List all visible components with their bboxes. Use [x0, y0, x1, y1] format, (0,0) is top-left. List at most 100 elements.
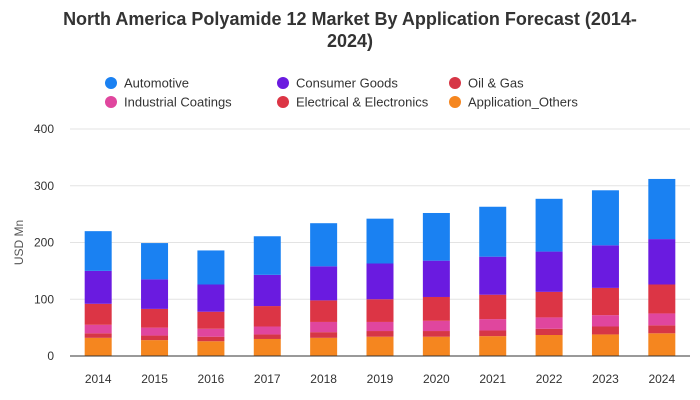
x-tick-label: 2023	[592, 372, 619, 386]
bar-segment-oil-gas[interactable]	[591, 326, 619, 335]
y-tick-label: 100	[34, 292, 54, 306]
x-tick-label: 2014	[85, 372, 112, 386]
bar-segment-industrial-coatings[interactable]	[253, 326, 281, 335]
bar-segment-consumer-goods[interactable]	[253, 274, 281, 307]
bar-segment-consumer-goods[interactable]	[422, 260, 450, 297]
x-tick-label: 2020	[423, 372, 450, 386]
bar-segment-electrical-electronics[interactable]	[84, 303, 112, 325]
bar-segment-industrial-coatings[interactable]	[197, 328, 225, 337]
bar-segment-electrical-electronics[interactable]	[591, 287, 619, 316]
legend-marker[interactable]	[277, 96, 289, 108]
chart-title-line-1: North America Polyamide 12 Market By App…	[63, 9, 637, 29]
bar-segment-industrial-coatings[interactable]	[84, 324, 112, 334]
x-tick-label: 2021	[479, 372, 506, 386]
bar-segment-application-others[interactable]	[197, 341, 225, 356]
x-tick-label: 2015	[141, 372, 168, 386]
bar-segment-application-others[interactable]	[535, 335, 563, 356]
bar-segment-consumer-goods[interactable]	[366, 263, 394, 300]
legend-marker[interactable]	[105, 96, 117, 108]
bar-segment-industrial-coatings[interactable]	[591, 315, 619, 327]
bar-segment-industrial-coatings[interactable]	[141, 327, 169, 336]
bar-segment-industrial-coatings[interactable]	[310, 321, 338, 333]
bar-segment-automotive[interactable]	[648, 178, 676, 240]
bar-segment-oil-gas[interactable]	[141, 335, 169, 341]
bar-segment-automotive[interactable]	[479, 206, 507, 257]
y-tick-label: 300	[34, 179, 54, 193]
y-tick-label: 200	[34, 236, 54, 250]
legend-marker[interactable]	[449, 96, 461, 108]
legend-marker[interactable]	[277, 77, 289, 89]
bar-segment-consumer-goods[interactable]	[197, 284, 225, 312]
bar-segment-oil-gas[interactable]	[310, 332, 338, 338]
x-tick-label: 2018	[310, 372, 337, 386]
x-tick-label: 2017	[254, 372, 281, 386]
legend-label[interactable]: Application_Others	[468, 95, 578, 110]
bar-segment-electrical-electronics[interactable]	[141, 308, 169, 328]
bar-segment-oil-gas[interactable]	[479, 330, 507, 337]
bar-segment-industrial-coatings[interactable]	[535, 317, 563, 329]
bar-segment-application-others[interactable]	[479, 336, 507, 356]
legend-label[interactable]: Oil & Gas	[468, 76, 524, 91]
bar-segment-application-others[interactable]	[310, 337, 338, 356]
bar-segment-oil-gas[interactable]	[648, 325, 676, 334]
bar-segment-electrical-electronics[interactable]	[535, 291, 563, 318]
bar-segment-consumer-goods[interactable]	[141, 279, 169, 309]
bar-segment-automotive[interactable]	[84, 231, 112, 271]
bar-segment-consumer-goods[interactable]	[535, 251, 563, 292]
bar-segment-automotive[interactable]	[197, 250, 225, 285]
bar-segment-application-others[interactable]	[253, 338, 281, 356]
bar-segment-consumer-goods[interactable]	[310, 266, 338, 301]
bar-segment-consumer-goods[interactable]	[84, 270, 112, 304]
y-axis-title: USD Mn	[12, 220, 26, 265]
bar-segment-consumer-goods[interactable]	[591, 245, 619, 288]
chart-title: North America Polyamide 12 Market By App…	[0, 8, 700, 52]
bar-segment-application-others[interactable]	[591, 334, 619, 356]
bar-segment-oil-gas[interactable]	[253, 334, 281, 339]
bar-segment-automotive[interactable]	[591, 190, 619, 246]
bar-segment-oil-gas[interactable]	[535, 328, 563, 336]
bar-segment-automotive[interactable]	[366, 218, 394, 264]
bar-segment-application-others[interactable]	[366, 336, 394, 356]
bar-segment-electrical-electronics[interactable]	[310, 300, 338, 322]
y-tick-label: 400	[34, 122, 54, 136]
bar-segment-application-others[interactable]	[422, 336, 450, 356]
legend-marker[interactable]	[105, 77, 117, 89]
x-tick-label: 2022	[536, 372, 563, 386]
bar-segment-automotive[interactable]	[310, 223, 338, 267]
legend-label[interactable]: Consumer Goods	[296, 76, 398, 91]
bar-segment-consumer-goods[interactable]	[479, 256, 507, 295]
bar-segment-industrial-coatings[interactable]	[648, 313, 676, 326]
legend-label[interactable]: Industrial Coatings	[124, 95, 232, 110]
bar-segment-electrical-electronics[interactable]	[479, 294, 507, 320]
bar-segment-electrical-electronics[interactable]	[366, 299, 394, 322]
bar-segment-automotive[interactable]	[253, 236, 281, 275]
bar-segment-automotive[interactable]	[141, 243, 169, 280]
x-tick-label: 2016	[198, 372, 225, 386]
chart-title-line-2: 2024)	[326, 31, 374, 51]
y-tick-label: 0	[47, 349, 54, 363]
x-tick-label: 2024	[648, 372, 675, 386]
bar-segment-application-others[interactable]	[648, 333, 676, 356]
bar-segment-electrical-electronics[interactable]	[197, 311, 225, 329]
legend-label[interactable]: Electrical & Electronics	[296, 95, 429, 110]
bar-segment-oil-gas[interactable]	[366, 331, 394, 337]
bar-segment-consumer-goods[interactable]	[648, 239, 676, 285]
bar-segment-oil-gas[interactable]	[422, 331, 450, 337]
bar-segment-automotive[interactable]	[422, 212, 450, 261]
bar-segment-application-others[interactable]	[84, 337, 112, 356]
bar-segment-oil-gas[interactable]	[197, 336, 225, 342]
bar-segment-application-others[interactable]	[141, 340, 169, 356]
legend-label[interactable]: Automotive	[124, 76, 189, 91]
bar-segment-electrical-electronics[interactable]	[253, 306, 281, 327]
x-tick-label: 2019	[367, 372, 394, 386]
bar-segment-industrial-coatings[interactable]	[366, 321, 394, 332]
bar-segment-electrical-electronics[interactable]	[422, 296, 450, 321]
bar-segment-electrical-electronics[interactable]	[648, 284, 676, 314]
bar-segment-industrial-coatings[interactable]	[479, 319, 507, 331]
bar-segment-automotive[interactable]	[535, 198, 563, 252]
bar-segment-industrial-coatings[interactable]	[422, 320, 450, 332]
bar-segment-oil-gas[interactable]	[84, 333, 112, 338]
legend-marker[interactable]	[449, 77, 461, 89]
